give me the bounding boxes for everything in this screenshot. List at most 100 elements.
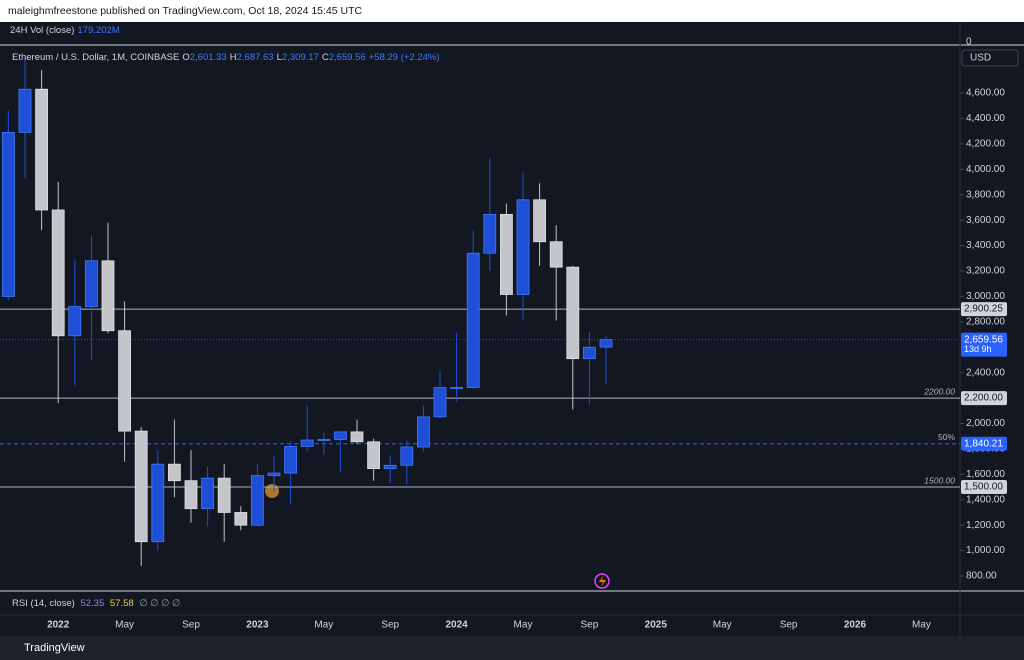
- symbol: Ethereum / U.S. Dollar, 1M, COINBASE: [12, 52, 180, 63]
- level-box: [961, 480, 1007, 495]
- level-label: 2,900.25: [964, 304, 1003, 315]
- x-tick-label: 2022: [47, 620, 70, 631]
- y-tick-label: 2,000.00: [966, 418, 1005, 429]
- event-marker[interactable]: [265, 484, 279, 498]
- level-box: [961, 302, 1007, 317]
- y-tick-label: 1,600.00: [966, 469, 1005, 480]
- y-tick-label: 800.00: [966, 571, 997, 582]
- candle: [217, 464, 231, 542]
- candle: [267, 456, 281, 493]
- ohlc-value: 2,659.56: [328, 52, 366, 63]
- candle-body: [18, 88, 32, 133]
- x-tick-label: Sep: [381, 620, 399, 631]
- publish-header: maleighmfreestone published on TradingVi…: [0, 0, 1024, 22]
- candle-body: [167, 463, 181, 482]
- candle: [583, 331, 596, 405]
- candle: [284, 441, 298, 504]
- candle-body: [68, 306, 82, 337]
- y-tick-label: 2,800.00: [966, 316, 1005, 327]
- candle-body: [118, 330, 131, 432]
- candle-body: [483, 214, 497, 254]
- candle: [85, 235, 98, 360]
- y-tick-label: 3,800.00: [966, 189, 1005, 200]
- x-tick-label: 2026: [844, 620, 867, 631]
- candle-body: [466, 252, 480, 388]
- candle-body: [383, 464, 397, 470]
- candle-body: [2, 132, 15, 297]
- volume-value: 179.202M: [77, 25, 120, 36]
- candle: [201, 466, 215, 527]
- candle-body: [300, 439, 314, 447]
- candle: [2, 110, 15, 301]
- candle: [499, 203, 513, 316]
- candle: [151, 450, 165, 551]
- candle: [333, 431, 347, 472]
- candle-body: [333, 431, 347, 440]
- candle-body: [583, 346, 596, 360]
- rsi-value: 52.35: [80, 598, 105, 609]
- countdown: 13d 9h: [964, 344, 992, 354]
- candle: [367, 438, 381, 481]
- level-label: 1,500.00: [964, 482, 1003, 493]
- candle: [101, 222, 115, 334]
- x-tick-label: May: [115, 620, 134, 631]
- currency[interactable]: USD: [970, 53, 991, 64]
- ohlc-key: H: [229, 52, 237, 63]
- level-note: 50%: [938, 432, 955, 442]
- candle: [400, 440, 414, 485]
- candle: [566, 265, 580, 410]
- candle: [68, 259, 82, 386]
- x-tick-label: Sep: [182, 620, 200, 631]
- candle-body: [35, 88, 48, 211]
- x-tick-label: Sep: [581, 620, 599, 631]
- volume-label: 24H Vol (close): [10, 25, 75, 36]
- level-note: 2200.00: [923, 386, 955, 396]
- x-tick-label: 2023: [246, 620, 269, 631]
- candle-body: [51, 209, 65, 337]
- candle-body: [533, 199, 546, 243]
- ohlc-key: C: [321, 52, 329, 63]
- candle-body: [416, 416, 430, 448]
- candle-body: [450, 387, 464, 389]
- x-tick-label: 2025: [645, 620, 668, 631]
- flash-icon-bolt: [599, 576, 606, 587]
- volume-zero: 0: [966, 37, 972, 48]
- last-price-box: [961, 332, 1007, 357]
- candle-body: [85, 260, 98, 307]
- rsi-label: RSI (14, close): [12, 598, 75, 609]
- chart: 0 USD 800.00 1,000.00 1,200.00 1,400.00 1,60…: [0, 22, 1024, 636]
- candle-body: [267, 472, 281, 477]
- candle-body: [350, 431, 364, 443]
- ohlc-value: 2,309.17: [281, 52, 319, 63]
- rsi-legend: RSI (14, close) 52.35 57.58 ∅ ∅ ∅ ∅: [12, 598, 183, 609]
- flash-icon[interactable]: [594, 573, 610, 589]
- currency-button[interactable]: [961, 49, 1019, 67]
- candle-body: [101, 260, 115, 332]
- candle: [51, 182, 65, 404]
- y-tick-label: 3,400.00: [966, 240, 1005, 251]
- ohlc-key: O: [182, 52, 190, 63]
- x-tick-label: May: [912, 620, 931, 631]
- y-tick-label: 4,400.00: [966, 113, 1005, 124]
- ohlc-key: L: [276, 52, 282, 63]
- y-tick-label: 4,200.00: [966, 139, 1005, 150]
- x-tick-label: May: [713, 620, 732, 631]
- candle: [450, 332, 464, 402]
- candle-body: [234, 512, 248, 526]
- candle: [18, 58, 32, 179]
- candle-body: [566, 266, 580, 360]
- level-label: 2,200.00: [964, 393, 1003, 404]
- candle-body: [599, 339, 613, 348]
- candle: [350, 419, 364, 444]
- y-tick-label: 1,000.00: [966, 545, 1005, 556]
- symbol-legend: Ethereum / U.S. Dollar, 1M, COINBASE O 2,6…: [12, 52, 443, 63]
- x-tick-label: 2024: [445, 620, 468, 631]
- candle-body: [367, 441, 381, 470]
- candle-body: [201, 477, 215, 510]
- candle: [167, 419, 181, 498]
- candle-body: [151, 463, 165, 543]
- candle: [317, 432, 331, 454]
- y-tick-label: 2,400.00: [966, 367, 1005, 378]
- candle-body: [549, 241, 563, 268]
- candle: [483, 157, 497, 271]
